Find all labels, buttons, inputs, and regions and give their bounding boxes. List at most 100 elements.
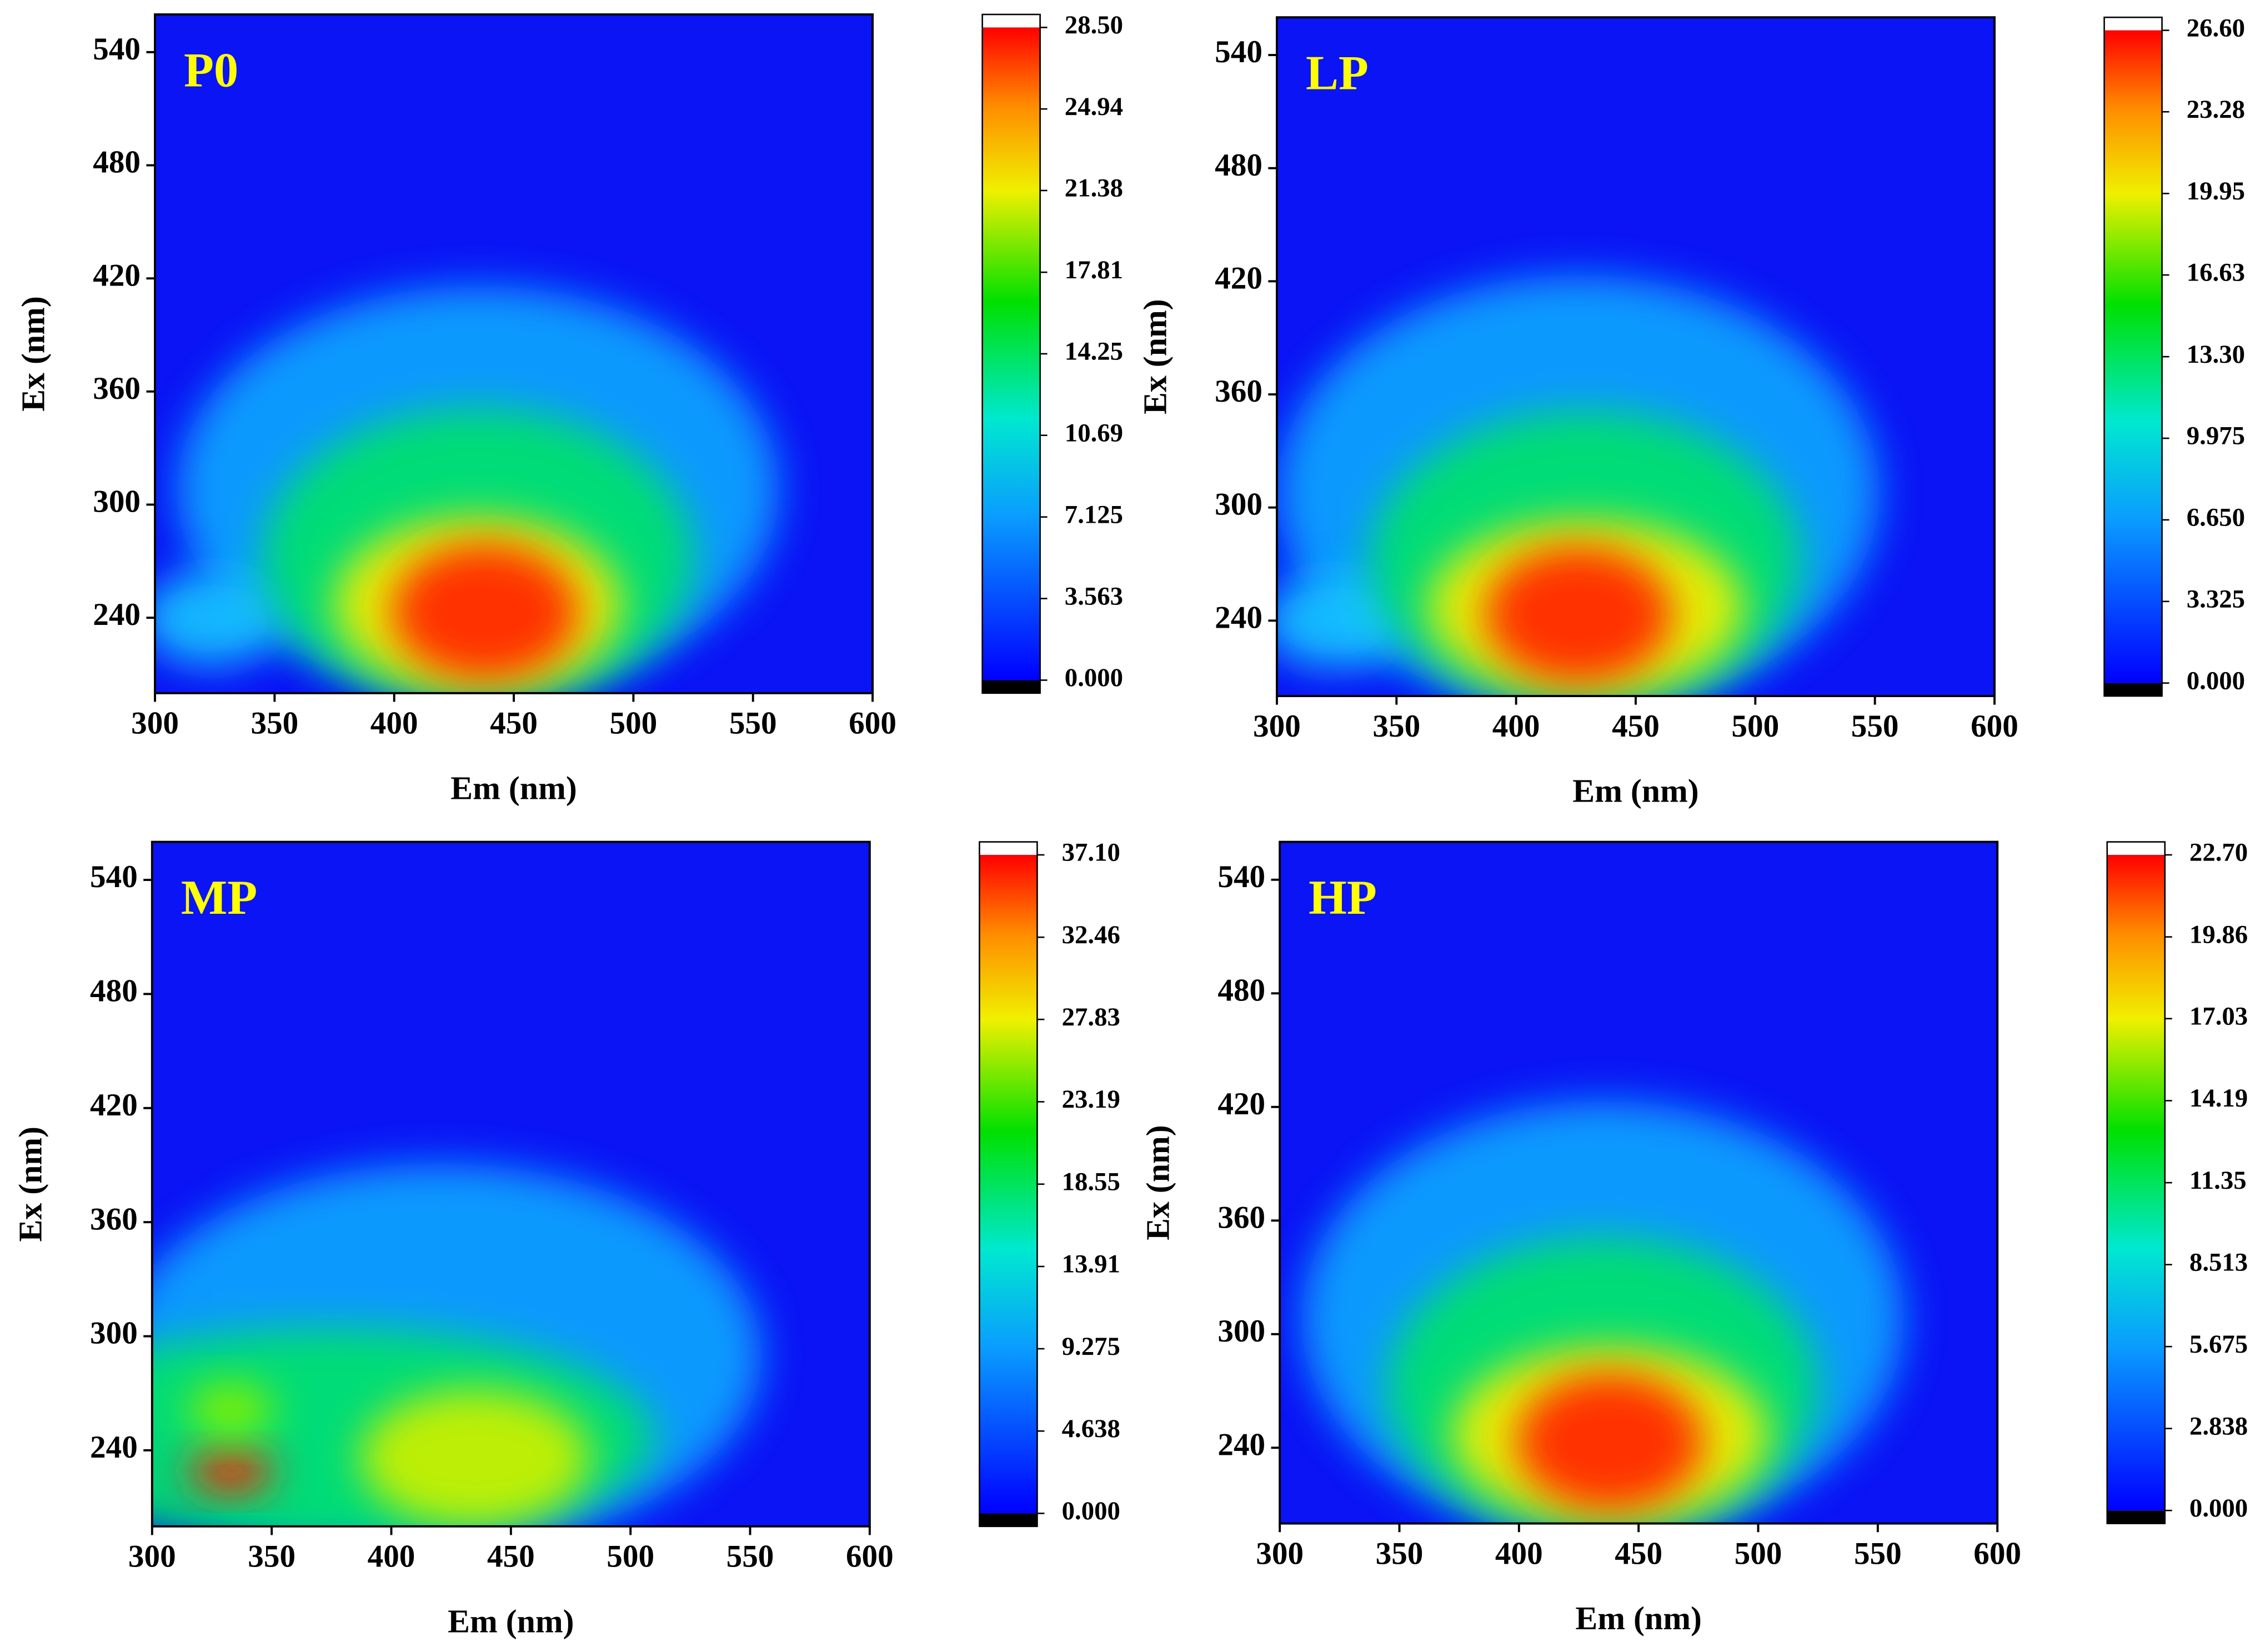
- colorbar: [2104, 30, 2162, 683]
- y-tick-label: 300: [1217, 1314, 1265, 1349]
- x-tick-label: 550: [1851, 709, 1899, 744]
- y-tick-label: 480: [93, 145, 141, 180]
- x-axis-title: Em (nm): [1572, 773, 1698, 809]
- panel-label: LP: [1306, 46, 1369, 101]
- y-tick-label: 540: [1217, 859, 1265, 894]
- colorbar-cap-low: [982, 680, 1040, 693]
- y-tick-label: 480: [1217, 973, 1265, 1008]
- colorbar: [982, 27, 1040, 680]
- x-tick-label: 400: [1495, 1536, 1543, 1571]
- y-tick-label: 360: [1215, 374, 1262, 409]
- colorbar-tick-label: 0.000: [2189, 1494, 2248, 1523]
- x-tick-label: 500: [1731, 709, 1779, 744]
- x-tick-label: 400: [368, 1539, 415, 1574]
- colorbar-tick-label: 13.30: [2187, 340, 2245, 369]
- colorbar-tick-label: 17.81: [1065, 256, 1123, 284]
- y-tick-label: 420: [93, 258, 141, 293]
- y-axis-title: Ex (nm): [1137, 299, 1174, 414]
- colorbar-tick-label: 5.675: [2189, 1330, 2248, 1359]
- x-tick-label: 600: [846, 1539, 894, 1574]
- y-tick-label: 540: [90, 859, 138, 894]
- colorbar-tick-label: 3.325: [2187, 584, 2245, 613]
- colorbar-cap-low: [979, 1513, 1038, 1526]
- colorbar-tick-label: 16.63: [2187, 258, 2245, 287]
- panel-label: P0: [184, 43, 238, 97]
- colorbar-tick-label: 11.35: [2189, 1166, 2247, 1195]
- x-tick-label: 500: [1735, 1536, 1782, 1571]
- x-tick-label: 450: [487, 1539, 535, 1574]
- y-tick-label: 540: [1215, 34, 1262, 69]
- colorbar-cap-high: [979, 842, 1038, 855]
- y-axis-title: Ex (nm): [1140, 1125, 1176, 1240]
- y-tick-label: 480: [90, 974, 138, 1009]
- colorbar: [979, 854, 1038, 1514]
- x-tick-label: 550: [1854, 1536, 1902, 1571]
- intensity-region: [188, 1383, 274, 1438]
- x-axis-title: Em (nm): [450, 769, 577, 806]
- x-tick-label: 300: [1256, 1536, 1304, 1571]
- y-tick-label: 300: [93, 484, 141, 519]
- colorbar-tick-label: 3.563: [1065, 582, 1123, 610]
- y-tick-label: 420: [90, 1088, 138, 1123]
- y-axis-title: Ex (nm): [12, 1127, 48, 1242]
- intensity-region: [392, 544, 579, 680]
- colorbar-cap-low: [2104, 683, 2162, 697]
- panel: P0 300 350 400 450 500 550 600 240 300 360 420 480 54…: [15, 11, 1123, 806]
- x-tick-label: 400: [1492, 709, 1540, 744]
- panel: LP 300 350 400 450 500 550 600 240 300 360 420 480 54…: [1137, 13, 2245, 809]
- colorbar-tick-label: 9.975: [2187, 422, 2245, 450]
- colorbar-cap-high: [2104, 17, 2162, 31]
- intensity-region: [1276, 574, 1406, 669]
- colorbar-tick-label: 14.19: [2189, 1084, 2248, 1113]
- x-tick-label: 600: [849, 706, 896, 741]
- y-tick-label: 300: [1215, 487, 1262, 522]
- x-tick-label: 300: [1253, 709, 1301, 744]
- x-tick-label: 550: [726, 1539, 774, 1574]
- colorbar-tick-label: 37.10: [1062, 838, 1120, 867]
- y-tick-label: 420: [1215, 261, 1262, 296]
- heatmap: [152, 842, 870, 1526]
- colorbar-tick-label: 8.513: [2189, 1248, 2248, 1276]
- y-tick-label: 360: [93, 371, 141, 406]
- x-tick-label: 350: [250, 706, 298, 741]
- colorbar-cap-low: [2107, 1510, 2165, 1524]
- colorbar-tick-label: 19.86: [2189, 920, 2248, 949]
- x-tick-label: 500: [609, 706, 657, 741]
- colorbar: [2107, 854, 2165, 1511]
- colorbar-tick-label: 0.000: [1062, 1496, 1120, 1525]
- colorbar-tick-label: 13.91: [1062, 1250, 1120, 1279]
- panel: HP 300 350 400 450 500 550 600 240 300 360 420 480 54…: [1140, 838, 2248, 1636]
- colorbar-tick-label: 32.46: [1062, 920, 1120, 949]
- panel: MP 300 350 400 450 500 550 600 240 300 360 420 480 54…: [12, 838, 1120, 1640]
- x-axis-title: Em (nm): [448, 1603, 574, 1639]
- colorbar-tick-label: 27.83: [1062, 1003, 1120, 1032]
- colorbar-tick-label: 23.19: [1062, 1085, 1120, 1114]
- x-tick-label: 600: [1973, 1536, 2021, 1571]
- x-tick-label: 400: [370, 706, 418, 741]
- y-tick-label: 240: [1217, 1427, 1265, 1462]
- x-axis-title: Em (nm): [1575, 1600, 1701, 1636]
- colorbar-tick-label: 24.94: [1065, 92, 1123, 121]
- intensity-region: [1485, 547, 1672, 683]
- y-tick-label: 420: [1217, 1087, 1265, 1122]
- colorbar-tick-label: 19.95: [2187, 177, 2245, 206]
- intensity-region: [155, 570, 284, 666]
- x-tick-label: 500: [607, 1539, 654, 1574]
- panel-label: HP: [1309, 870, 1377, 925]
- x-tick-label: 350: [1372, 709, 1420, 744]
- colorbar-tick-label: 26.60: [2187, 13, 2245, 42]
- y-tick-label: 540: [93, 32, 141, 67]
- colorbar-tick-label: 2.838: [2189, 1411, 2248, 1440]
- heatmap: [1280, 842, 1998, 1524]
- x-tick-label: 300: [128, 1539, 176, 1574]
- y-axis-title: Ex (nm): [15, 296, 52, 412]
- x-tick-label: 450: [1612, 709, 1660, 744]
- x-tick-label: 350: [1376, 1536, 1424, 1571]
- x-tick-label: 550: [729, 706, 777, 741]
- colorbar-cap-high: [2107, 842, 2165, 855]
- y-tick-label: 240: [93, 597, 141, 632]
- heatmap: [155, 14, 873, 693]
- y-tick-label: 360: [90, 1202, 138, 1237]
- colorbar-tick-label: 9.275: [1062, 1332, 1120, 1361]
- intensity-region: [360, 1389, 590, 1526]
